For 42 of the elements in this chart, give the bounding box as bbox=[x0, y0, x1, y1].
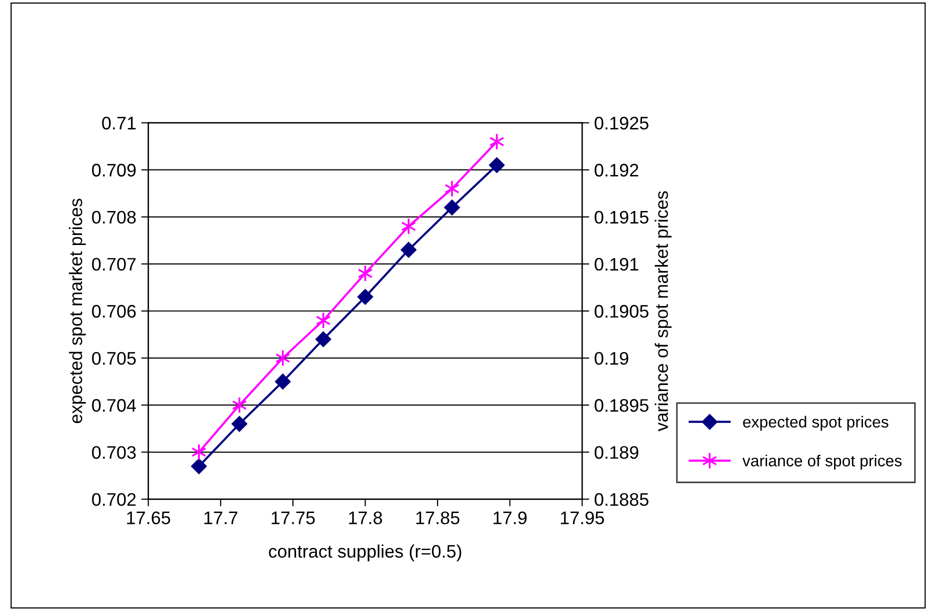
y-tick-label: 0.707 bbox=[92, 258, 136, 271]
point bbox=[232, 396, 247, 414]
point bbox=[401, 218, 416, 235]
x-tick-label: 17.95 bbox=[560, 511, 604, 524]
x-tick-label: 17.9 bbox=[494, 511, 527, 524]
y2-tick-label: 0.1905 bbox=[594, 304, 648, 318]
x-tick-label: 17.7 bbox=[204, 512, 238, 524]
x-axis-title: contract supplies (r=0.5) bbox=[268, 544, 462, 562]
x-tick-label: 17.65 bbox=[127, 511, 170, 524]
legend-label: expected spot prices bbox=[743, 416, 888, 431]
point bbox=[191, 444, 206, 461]
y-axis-title: expected spot market prices bbox=[68, 198, 86, 424]
point bbox=[191, 458, 207, 474]
y-tick-label: 0.706 bbox=[92, 304, 136, 318]
point bbox=[444, 180, 460, 198]
y2-tick-label: 0.1895 bbox=[594, 399, 648, 412]
point bbox=[275, 374, 291, 390]
y-tick-label: 0.703 bbox=[92, 446, 136, 459]
point bbox=[489, 157, 505, 173]
y2-tick-label: 0.1885 bbox=[594, 493, 648, 506]
point bbox=[232, 416, 248, 432]
legend-label: variance of spot prices bbox=[742, 454, 902, 470]
x-tick-label: 17.75 bbox=[272, 512, 315, 524]
point bbox=[357, 289, 374, 305]
y-tick-label: 0.704 bbox=[92, 399, 136, 412]
y2-tick-label: 0.189 bbox=[594, 446, 638, 459]
y-tick-label: 0.702 bbox=[92, 493, 136, 506]
y-tick-label: 0.71 bbox=[102, 116, 136, 130]
point bbox=[316, 331, 332, 348]
point bbox=[444, 200, 460, 216]
y2-tick-label: 0.1925 bbox=[594, 116, 648, 130]
y2-tick-label: 0.1915 bbox=[594, 210, 648, 224]
y2-tick-label: 0.191 bbox=[594, 258, 638, 271]
y-tick-label: 0.709 bbox=[92, 164, 136, 177]
y-tick-label: 0.705 bbox=[92, 352, 136, 365]
y2-tick-label: 0.192 bbox=[594, 164, 638, 177]
point bbox=[400, 242, 416, 258]
y2-axis-title: variance of spot market prices bbox=[654, 191, 672, 432]
x-tick-label: 17.85 bbox=[416, 511, 460, 524]
y2-tick-label: 0.19 bbox=[594, 352, 628, 365]
x-tick-label: 17.8 bbox=[349, 511, 382, 524]
y-tick-label: 0.708 bbox=[92, 210, 136, 224]
